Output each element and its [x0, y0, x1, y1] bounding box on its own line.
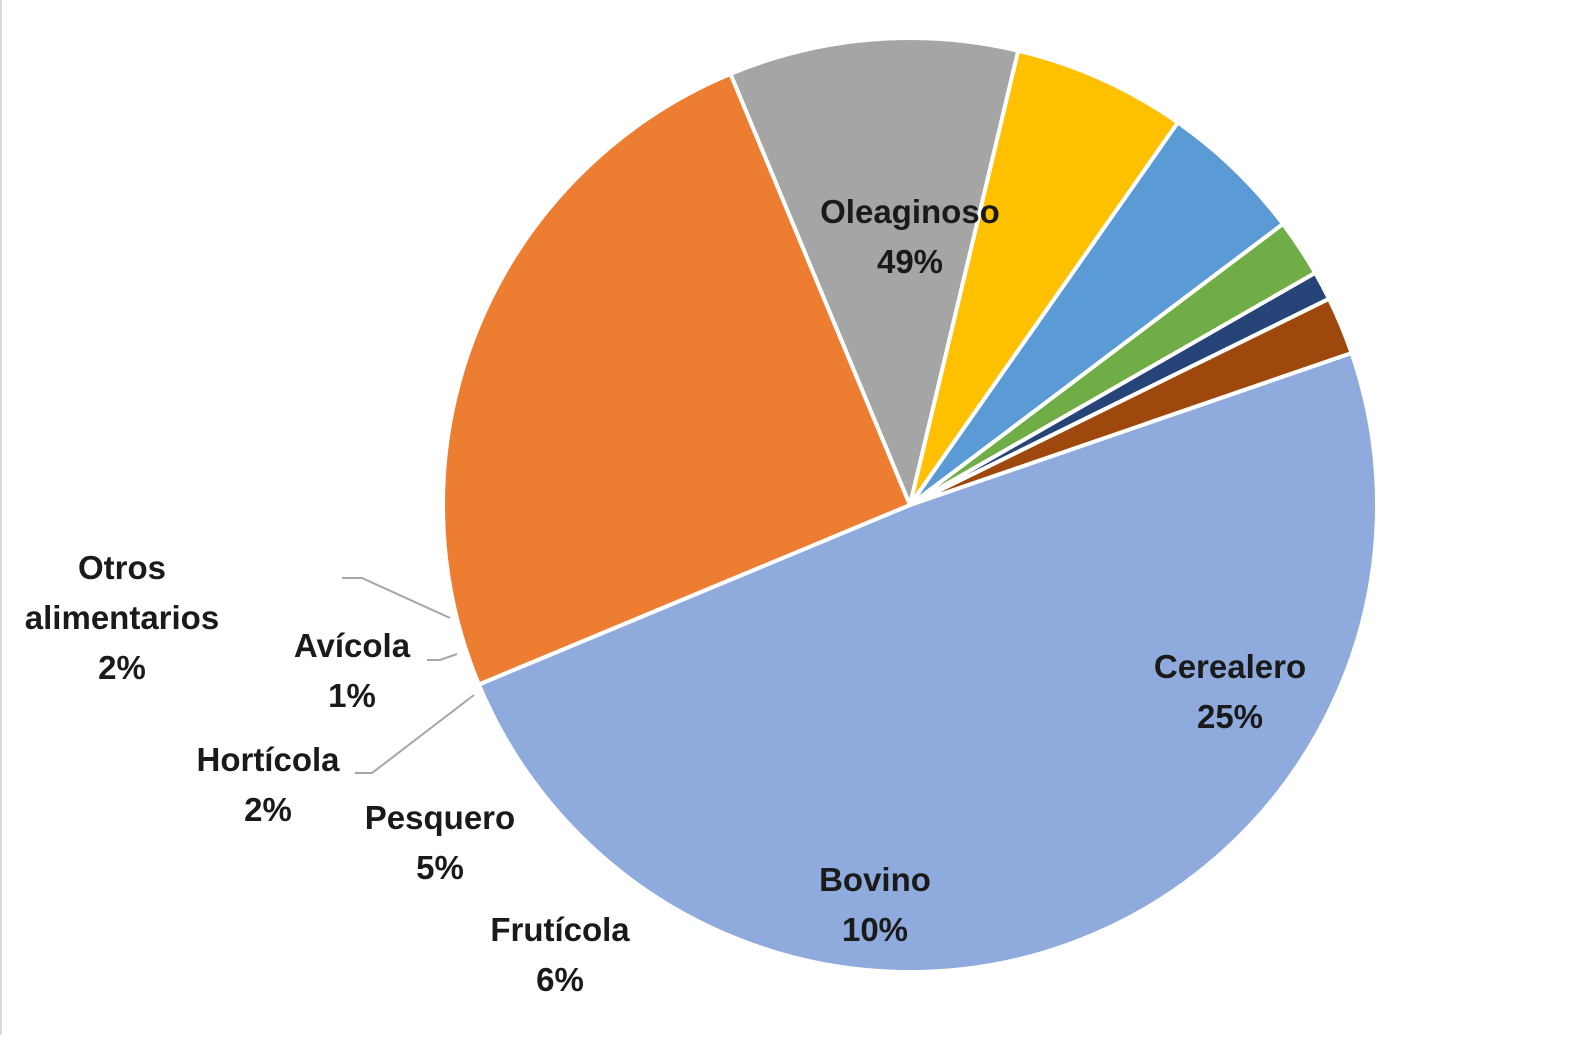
chart-frame-border [0, 0, 2, 1035]
data-label-value: 2% [244, 791, 292, 828]
data-label-value: 2% [98, 649, 146, 686]
slices-layer [441, 36, 1379, 975]
data-label-cerealero: Cerealero 25% [1154, 648, 1306, 735]
data-label-value: 1% [328, 677, 376, 714]
data-label-av-cola: Avícola 1% [294, 627, 411, 714]
data-label-value: 6% [536, 961, 584, 998]
pie-slice-bovino [728, 36, 1021, 507]
data-label-hort-cola: Hortícola 2% [196, 741, 340, 828]
pie-slice-oleaginoso [476, 350, 1379, 975]
data-label-pesquero: Pesquero 5% [365, 799, 515, 886]
data-label-value: 5% [416, 849, 464, 886]
data-label-category: Avícola [294, 627, 411, 664]
data-label-category: alimentarios [25, 599, 219, 636]
pie-slice-frut-cola [908, 48, 1180, 507]
leader-lines-layer [342, 577, 475, 774]
data-label-bovino: Bovino 10% [819, 861, 931, 948]
data-labels-layer: Oleaginoso 49% Cerealero 25% Bovino 10% Frutíc… [25, 193, 1306, 998]
data-label-category: Otros [78, 549, 166, 586]
pie-slice-pesquero [908, 120, 1285, 507]
data-label-oleaginoso: Oleaginoso 49% [820, 193, 1000, 280]
data-label-value: 10% [842, 911, 908, 948]
leader-line-av-cola [427, 653, 458, 661]
leader-line-otros-alimentarios [342, 577, 451, 619]
leader-line-hort-cola [355, 694, 475, 774]
data-label-category: Bovino [819, 861, 931, 898]
data-label-category: Oleaginoso [820, 193, 1000, 230]
data-label-category: Pesquero [365, 799, 515, 836]
data-label-value: 49% [877, 243, 943, 280]
data-label-category: Cerealero [1154, 648, 1306, 685]
data-label-category: Hortícola [196, 741, 340, 778]
data-label-value: 25% [1197, 698, 1263, 735]
pie-slice-otros-alimentarios [908, 296, 1354, 507]
data-label-otros-alimentarios: Otros alimentarios 2% [25, 549, 219, 686]
data-label-frut-cola: Frutícola 6% [490, 911, 630, 998]
data-label-category: Frutícola [490, 911, 630, 948]
